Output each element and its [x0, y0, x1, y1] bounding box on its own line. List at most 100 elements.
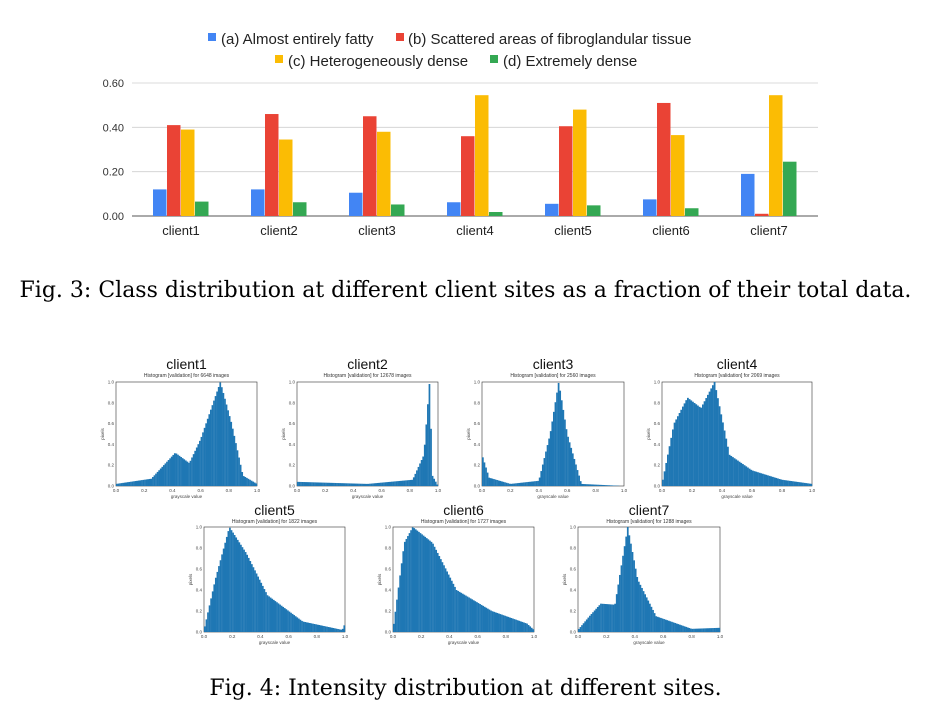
- histogram-bin: [622, 555, 624, 632]
- histogram-bin: [755, 471, 758, 486]
- histogram-bin: [609, 604, 612, 632]
- y-tick-label: 0.4: [654, 442, 661, 447]
- histogram-bin: [199, 440, 201, 486]
- histogram-bin: [488, 477, 491, 486]
- histogram-bin: [224, 398, 226, 486]
- histogram-bin: [429, 540, 431, 632]
- x-category-label: client3: [358, 223, 396, 238]
- histogram-bin: [469, 598, 472, 632]
- histogram-bin: [491, 478, 494, 486]
- x-category-label: client4: [456, 223, 494, 238]
- y-tick-label: 0.2: [474, 463, 481, 468]
- histogram-bin: [600, 484, 603, 486]
- histogram-bin: [316, 624, 319, 632]
- bar-client7-series-3: [783, 161, 797, 216]
- histogram-bin: [792, 481, 794, 486]
- histogram-bin: [241, 547, 244, 632]
- histogram-bin: [461, 593, 464, 632]
- bar-client4-series-1: [461, 136, 475, 216]
- histogram-bin: [452, 583, 455, 632]
- histogram-bin: [527, 481, 530, 486]
- x-tick-label: 1.0: [531, 634, 538, 639]
- y-tick-label: 0.6: [474, 421, 481, 426]
- histogram-bin: [252, 567, 255, 632]
- histogram-xlabel: grayscale value: [721, 494, 753, 499]
- histogram-bin: [394, 481, 396, 486]
- histogram-bin: [793, 481, 796, 486]
- histogram-bin: [263, 589, 266, 632]
- histogram-bin: [543, 458, 546, 486]
- y-tick-label: 0.0: [196, 630, 203, 635]
- histogram-bin: [713, 382, 716, 486]
- histogram-bin: [596, 606, 599, 632]
- histogram-bin: [501, 614, 503, 632]
- histogram-bin: [620, 565, 623, 632]
- histogram-bin: [311, 482, 313, 486]
- histogram-bin: [175, 453, 178, 486]
- histogram-bin: [519, 621, 522, 632]
- bar-client5-series-3: [587, 205, 601, 216]
- histogram-bin: [758, 472, 761, 486]
- histogram-title: client1: [166, 356, 207, 372]
- y-tick-label: 1.0: [570, 525, 577, 530]
- histogram-bin: [438, 556, 441, 632]
- histogram-bin: [436, 552, 439, 632]
- histogram-bin: [510, 618, 513, 632]
- histogram-bin: [364, 483, 367, 486]
- histogram-bin: [479, 604, 481, 632]
- histogram-bin: [579, 627, 582, 632]
- histogram-bin: [800, 482, 803, 486]
- y-tick-label: 0.0: [654, 484, 661, 489]
- histogram-bin: [152, 477, 154, 486]
- histogram-bin: [312, 482, 315, 486]
- y-tick-label: 0.0: [385, 630, 392, 635]
- histogram-xlabel: grayscale value: [633, 640, 665, 645]
- histogram-bin: [422, 535, 425, 632]
- histogram-bin: [603, 485, 606, 486]
- histogram-bin: [347, 483, 349, 486]
- x-tick-label: 0.6: [197, 488, 204, 493]
- histogram-bin: [783, 480, 786, 486]
- histogram-bin: [762, 473, 764, 486]
- histogram-bin: [460, 592, 463, 632]
- histogram-bin: [465, 595, 467, 632]
- histogram-bin: [494, 479, 497, 486]
- histogram-bin: [662, 479, 664, 486]
- histogram-bin: [354, 483, 357, 486]
- histogram-bin: [494, 612, 497, 632]
- histogram-bin: [595, 608, 598, 632]
- histogram-bin: [339, 483, 342, 486]
- histogram-bin: [324, 626, 327, 632]
- histogram-bin: [178, 455, 181, 486]
- histogram-bin: [258, 579, 261, 632]
- histogram-bin: [727, 446, 729, 486]
- x-axis-categories: client1 client2 client3 client4 client5 clien…: [162, 223, 788, 238]
- y-tick-label: 0.00: [103, 211, 124, 223]
- histogram-bin: [367, 483, 370, 486]
- histogram-bin: [578, 475, 580, 486]
- chart-bars: [153, 95, 797, 216]
- histogram-bin: [605, 485, 607, 486]
- x-tick-label: 0.2: [141, 488, 148, 493]
- histogram-bin: [497, 480, 500, 486]
- histogram-bin: [236, 450, 239, 486]
- histogram-bin: [250, 480, 253, 486]
- histogram-xlabel: grayscale value: [171, 494, 203, 499]
- histogram-bin: [213, 584, 216, 632]
- bar-client4-series-0: [447, 202, 461, 216]
- y-tick-label: 0.60: [103, 78, 124, 90]
- histogram-bin: [513, 483, 516, 486]
- histogram-bin: [645, 597, 648, 632]
- x-tick-label: 0.8: [314, 634, 321, 639]
- histogram-bin: [516, 620, 519, 632]
- histogram-bin: [485, 467, 487, 486]
- histogram-bin: [240, 544, 242, 632]
- histogram-bin: [400, 480, 403, 486]
- histogram-bin: [707, 628, 710, 632]
- histogram-bin: [430, 428, 432, 486]
- histogram-bin: [458, 591, 461, 632]
- histogram-bin: [592, 612, 594, 632]
- bar-client1-series-3: [195, 201, 209, 216]
- histogram-bin: [718, 406, 721, 486]
